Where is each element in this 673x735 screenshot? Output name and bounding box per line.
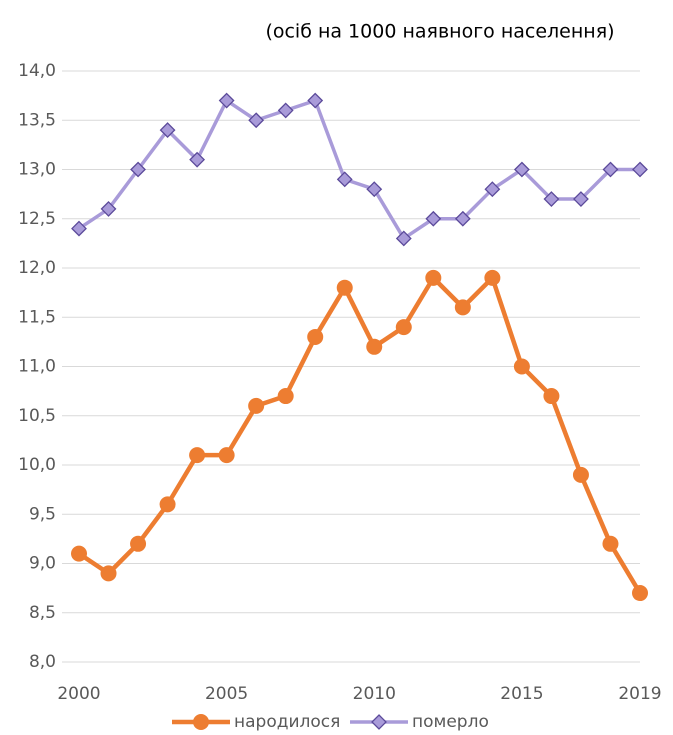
- point: [484, 269, 501, 286]
- point: [543, 191, 560, 207]
- point: [454, 299, 471, 316]
- point: [159, 122, 176, 139]
- x-tick-label: 2005: [205, 684, 248, 704]
- point: [159, 496, 176, 513]
- y-tick-label: 9,0: [29, 554, 56, 574]
- point: [130, 161, 146, 178]
- point: [602, 161, 619, 178]
- point: [395, 230, 412, 247]
- x-tick-label: 2015: [500, 684, 543, 704]
- point: [218, 447, 235, 464]
- point: [277, 388, 294, 405]
- series-line: [78, 98, 640, 241]
- point: [602, 535, 619, 552]
- y-tick-label: 8,0: [29, 652, 56, 672]
- point: [336, 171, 353, 188]
- point: [513, 358, 530, 375]
- x-tick-label: 2000: [57, 684, 100, 704]
- y-tick-label: 13,5: [18, 110, 56, 130]
- y-tick-label: 8,5: [29, 603, 56, 623]
- point: [573, 191, 589, 207]
- point: [189, 447, 206, 464]
- point: [336, 279, 353, 296]
- chart-subtitle: (осіб на 1000 наявного населення): [265, 21, 614, 43]
- point: [395, 319, 412, 336]
- x-tick-label: 2019: [618, 684, 661, 704]
- point: [71, 545, 87, 562]
- y-tick-label: 10,5: [18, 406, 56, 426]
- point: [248, 112, 265, 129]
- point: [632, 585, 648, 602]
- point: [307, 328, 324, 345]
- point: [454, 210, 471, 227]
- point: [71, 220, 87, 237]
- point: [632, 161, 648, 178]
- point: [425, 269, 442, 286]
- point: [425, 210, 442, 227]
- point: [513, 161, 530, 178]
- legend-label: померло: [412, 712, 489, 732]
- point: [572, 466, 589, 483]
- y-tick-label: 12,5: [18, 209, 56, 229]
- point: [366, 338, 383, 355]
- series-line: [77, 275, 642, 595]
- point: [484, 181, 501, 198]
- y-tick-label: 14,0: [18, 61, 56, 81]
- y-tick-label: 11,5: [18, 307, 56, 327]
- point: [189, 151, 206, 168]
- x-tick-label: 2010: [353, 684, 396, 704]
- point: [543, 388, 560, 405]
- point: [218, 92, 235, 109]
- point: [248, 397, 265, 414]
- y-tick-label: 13,0: [18, 160, 56, 180]
- point: [366, 181, 383, 198]
- point: [277, 102, 294, 119]
- y-tick-label: 12,0: [18, 258, 56, 278]
- point: [100, 565, 117, 582]
- point: [130, 535, 147, 552]
- y-tick-label: 9,5: [29, 504, 56, 524]
- legend-marker: [193, 714, 209, 730]
- point: [100, 200, 117, 217]
- legend-marker: [371, 714, 387, 730]
- point: [307, 92, 324, 109]
- y-tick-label: 11,0: [18, 357, 56, 377]
- legend-label: народилося: [234, 712, 340, 732]
- y-tick-label: 10,0: [18, 455, 56, 475]
